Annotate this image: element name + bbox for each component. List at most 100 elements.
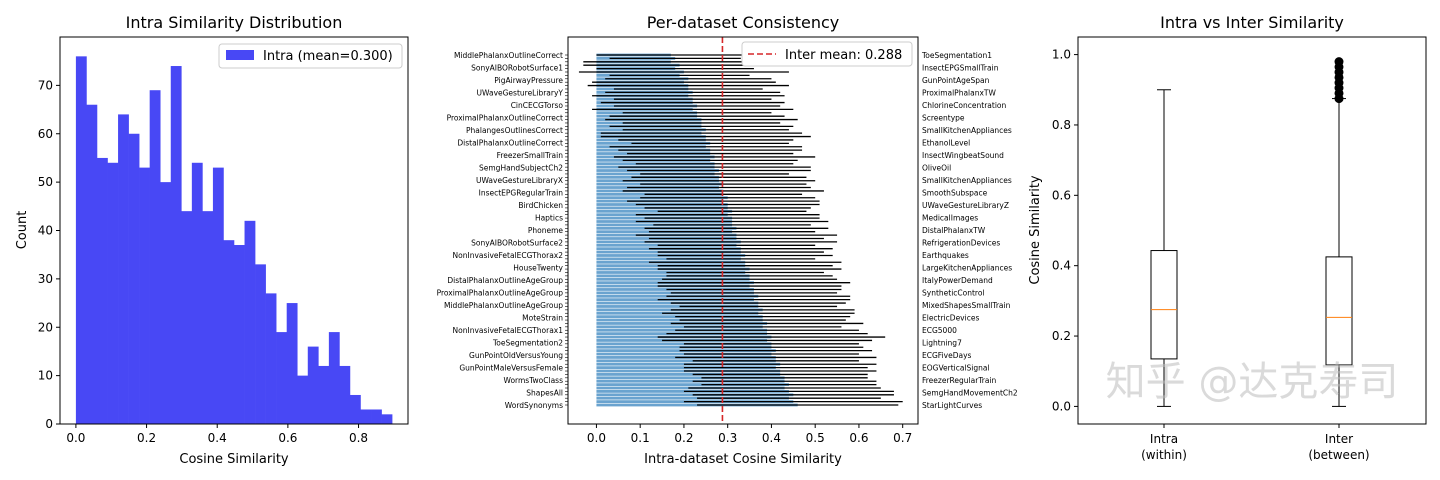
dataset-label: GunPointAgeSpan	[922, 76, 990, 85]
dataset-label: RefrigerationDevices	[922, 239, 1000, 248]
dataset-label: ElectricDevices	[922, 314, 979, 323]
histogram-panel: Intra Similarity Distribution Cosine Sim…	[15, 13, 409, 467]
dataset-label: CinCECGTorso	[511, 101, 564, 110]
y-tick-label: 40	[38, 224, 53, 238]
hist-bar	[286, 303, 298, 424]
hist-bar	[181, 211, 193, 424]
box	[1150, 250, 1178, 360]
hist-bar	[86, 104, 98, 424]
dataset-label: NonInvasiveFetalECGThorax2	[453, 251, 564, 260]
dataset-label: DistalPhalanxTW	[922, 226, 986, 235]
dataset-label: BirdChicken	[518, 201, 563, 210]
dataset-label: WormsTwoClass	[503, 376, 563, 385]
dataset-bar	[596, 359, 776, 363]
box-axes-frame	[1077, 36, 1427, 425]
y-tick-label: 50	[38, 175, 53, 189]
dataset-label: WordSynonyms	[505, 401, 563, 410]
dataset-label: ProximalPhalanxTW	[922, 89, 997, 98]
hist-bar	[318, 365, 330, 424]
hist-bar	[160, 182, 172, 424]
hist-bar	[128, 133, 140, 424]
hist-bar	[118, 114, 129, 425]
hist-bar	[360, 409, 372, 424]
flier-point	[1334, 57, 1344, 67]
perds-xlabel: Intra-dataset Cosine Similarity	[644, 452, 842, 467]
dataset-label: SmallKitchenAppliances	[922, 126, 1012, 135]
legend-label: Intra (mean=0.300)	[263, 49, 393, 64]
dataset-label: Phoneme	[528, 226, 564, 235]
dataset-label: OliveOil	[922, 164, 951, 173]
dataset-label: InsectEPGRegularTrain	[479, 189, 564, 198]
hist-bar	[202, 211, 214, 424]
y-tick-label: 0.6	[1052, 188, 1071, 202]
dataset-label: Earthquakes	[922, 251, 969, 260]
x-tick-label: 0.1	[631, 431, 650, 445]
hist-bar	[149, 90, 161, 425]
box-ylabel: Cosine Similarity	[1028, 175, 1043, 285]
hist-bar	[191, 162, 203, 424]
dataset-label: SonyAIBORobotSurface2	[471, 239, 563, 248]
x-tick-label: (between)	[1308, 448, 1369, 462]
dataset-label: ProximalPhalanxOutlineAgeGroup	[437, 289, 564, 298]
hist-bar	[265, 293, 277, 424]
hist-bar	[339, 365, 351, 424]
x-tick-label: 0.4	[762, 431, 781, 445]
per-dataset-panel: Per-dataset Consistency Intra-dataset Co…	[437, 13, 1018, 467]
y-tick-label: 70	[38, 78, 53, 92]
dataset-label: UWaveGestureLibraryY	[477, 89, 564, 98]
boxplot-panel: Intra vs Inter Similarity Cosine Similar…	[1028, 13, 1427, 462]
dataset-label: MixedShapesSmallTrain	[922, 301, 1011, 310]
dataset-bar	[596, 376, 785, 380]
dataset-label: SonyAIBORobotSurface1	[471, 64, 563, 73]
x-tick-label: 0.7	[893, 431, 912, 445]
dataset-label: LargeKitchenAppliances	[922, 264, 1012, 273]
dataset-bar	[596, 379, 785, 383]
hist-title: Intra Similarity Distribution	[126, 13, 343, 32]
x-tick-label: 0.0	[66, 431, 85, 445]
hist-bar	[75, 56, 87, 424]
y-tick-label: 0.8	[1052, 118, 1071, 132]
perds-axes-frame	[567, 36, 919, 425]
dataset-label: ChlorineConcentration	[922, 101, 1007, 110]
dataset-label: GunPointOldVersusYoung	[469, 351, 563, 360]
hist-bar	[255, 264, 266, 424]
dataset-label: ProximalPhalanxOutlineCorrect	[447, 114, 563, 123]
box	[1325, 256, 1353, 366]
y-tick-label: 0.4	[1052, 259, 1071, 273]
dataset-label: SmallKitchenAppliances	[922, 176, 1012, 185]
x-tick-label: 0.4	[208, 431, 227, 445]
y-tick-label: 20	[38, 320, 53, 334]
dataset-label: UWaveGestureLibraryX	[476, 176, 563, 185]
dataset-label: ToeSegmentation2	[492, 339, 563, 348]
y-tick-label: 1.0	[1052, 48, 1071, 62]
dataset-label: EOGVerticalSignal	[922, 364, 990, 373]
y-tick-label: 0.0	[1052, 399, 1071, 413]
dataset-label: MedicalImages	[922, 214, 978, 223]
x-tick-label: 0.2	[137, 431, 156, 445]
dataset-label: ShapesAll	[526, 389, 563, 398]
hist-bar	[307, 346, 319, 424]
x-tick-label: (within)	[1141, 448, 1187, 462]
y-tick-label: 60	[38, 127, 53, 141]
x-tick-label: 0.6	[849, 431, 868, 445]
hist-bar	[223, 240, 235, 424]
dataset-label: PigAirwayPressure	[494, 76, 563, 85]
dataset-label: ECG5000	[922, 326, 957, 335]
dataset-label: ItalyPowerDemand	[922, 276, 993, 285]
hist-legend: Intra (mean=0.300)	[218, 43, 403, 69]
x-tick-label: 0.8	[349, 431, 368, 445]
hist-xlabel: Cosine Similarity	[179, 452, 289, 467]
dataset-label: UWaveGestureLibraryZ	[922, 201, 1009, 210]
hist-bar	[244, 220, 256, 424]
dataset-label: DistalPhalanxOutlineAgeGroup	[447, 276, 563, 285]
dataset-label: NonInvasiveFetalECGThorax1	[453, 326, 564, 335]
dataset-label: MoteStrain	[522, 314, 563, 323]
perds-legend: Inter mean: 0.288	[741, 41, 913, 67]
dataset-label: MiddlePhalanxOutlineCorrect	[454, 51, 563, 60]
hist-bar	[107, 162, 119, 424]
dataset-label: PhalangesOutlinesCorrect	[466, 126, 563, 135]
x-tick-label: 0.5	[806, 431, 825, 445]
dataset-label: HouseTwenty	[513, 264, 563, 273]
y-tick-label: 0.2	[1052, 329, 1071, 343]
